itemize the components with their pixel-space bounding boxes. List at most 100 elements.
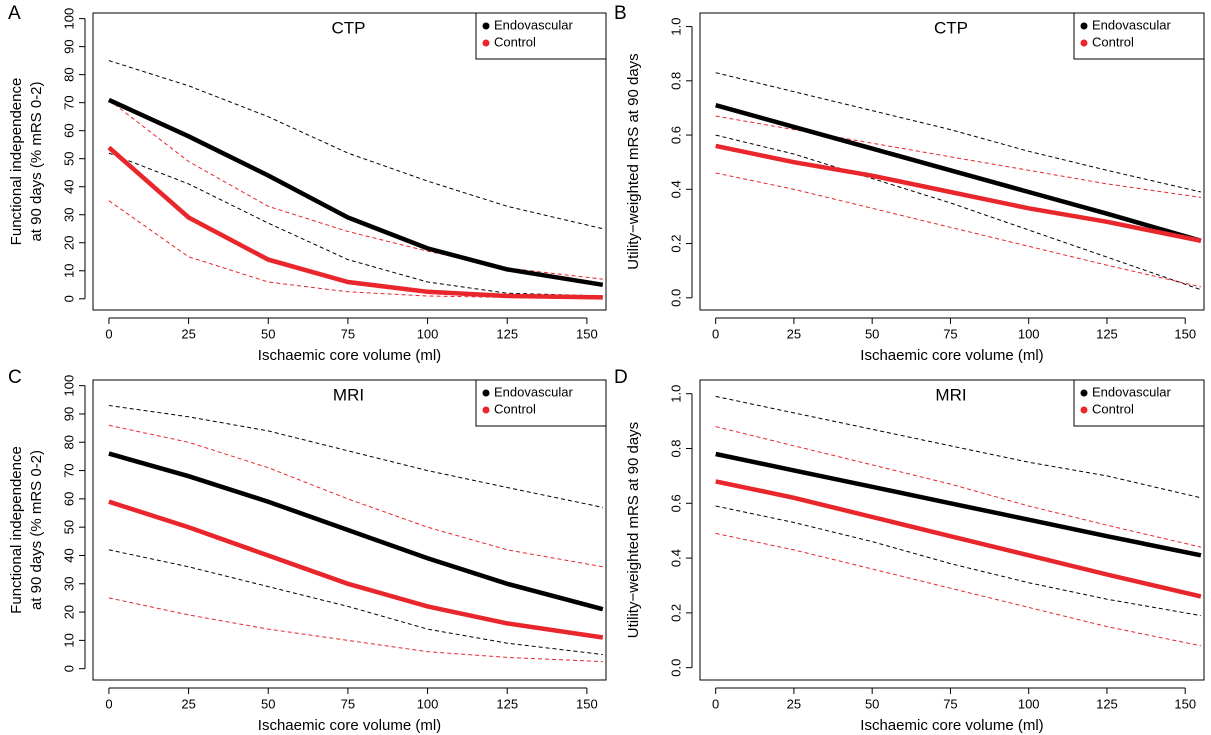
plot-frame: [92, 12, 607, 311]
x-tick-label: 75: [943, 696, 957, 711]
confidence-line: [715, 172, 1202, 288]
x-axis-label: Ischaemic core volume (ml): [860, 717, 1043, 734]
plot-lines: [715, 395, 1202, 647]
panel-label: D: [614, 367, 628, 388]
x-tick-label: 25: [181, 326, 195, 341]
confidence-line: [715, 426, 1202, 548]
x-tick-label: 75: [341, 326, 355, 341]
y-tick-label: 90: [61, 39, 76, 53]
y-tick-label: 50: [61, 520, 76, 534]
legend-label: Endovascular: [1092, 17, 1171, 32]
x-tick-label: 150: [576, 326, 598, 341]
legend-label: Control: [1092, 34, 1134, 49]
confidence-line: [108, 99, 603, 280]
line: [715, 479, 1202, 599]
y-tick-label: 30: [61, 577, 76, 591]
line: [107, 145, 603, 300]
confidence-line: [715, 115, 1201, 198]
x-tick-label: 125: [496, 696, 518, 711]
y-tick-label: 60: [61, 123, 76, 137]
y-tick-label: 0: [61, 665, 76, 672]
x-tick-label: 0: [712, 696, 719, 711]
y-tick-label: 30: [61, 208, 76, 222]
x-tick-label: 50: [261, 696, 275, 711]
x-tick-label: 125: [1096, 696, 1118, 711]
y-tick-label: 0.6: [668, 494, 683, 512]
legend-label: Control: [494, 34, 536, 49]
confidence-line: [108, 549, 603, 655]
x-axis-label: Ischaemic core volume (ml): [258, 717, 441, 734]
y-axis-label: Utility−weighted mRS at 90 days: [625, 422, 642, 638]
x-tick-label: 150: [1174, 696, 1196, 711]
y-tick-label: 60: [61, 492, 76, 506]
y-tick-label: 0.0: [668, 289, 683, 307]
legend-marker: [482, 39, 490, 47]
confidence-line: [715, 395, 1202, 499]
chart-title: MRI: [935, 385, 966, 404]
y-tick-label: 1.0: [668, 18, 683, 36]
legend-marker: [1080, 389, 1088, 397]
y-axis-label: Functional independence: [8, 446, 25, 614]
y-tick-label: 0.4: [668, 180, 683, 198]
plot-frame: [699, 379, 1205, 681]
plot-lines: [108, 405, 604, 663]
x-tick-label: 0: [105, 696, 112, 711]
legend-marker: [1080, 22, 1088, 30]
x-tick-label: 25: [787, 696, 801, 711]
confidence-line: [715, 532, 1202, 647]
legend-label: Endovascular: [494, 17, 573, 32]
legend-box: [1073, 379, 1205, 427]
y-tick-label: 20: [61, 605, 76, 619]
x-tick-label: 100: [1018, 326, 1040, 341]
x-tick-label: 25: [787, 326, 801, 341]
legend-marker: [1080, 406, 1088, 414]
confidence-line: [108, 424, 603, 568]
line: [108, 451, 604, 612]
y-tick-label: 10: [61, 633, 76, 647]
y-tick-label: 40: [61, 548, 76, 562]
y-tick-label: 0.2: [668, 235, 683, 253]
confidence-line: [715, 505, 1201, 617]
panel-label: B: [614, 3, 627, 24]
x-tick-label: 75: [341, 696, 355, 711]
y-tick-label: 1.0: [668, 385, 683, 403]
legend-label: Endovascular: [494, 384, 573, 399]
x-tick-label: 125: [1096, 326, 1118, 341]
y-tick-label: 80: [61, 435, 76, 449]
x-tick-label: 125: [496, 326, 518, 341]
x-tick-label: 100: [417, 326, 439, 341]
y-tick-label: 70: [61, 95, 76, 109]
y-axis-label: at 90 days (% mRS 0-2): [28, 81, 45, 241]
plot-lines: [107, 60, 604, 300]
plot-frame: [92, 379, 607, 681]
y-tick-label: 0.6: [668, 126, 683, 144]
y-tick-label: 100: [61, 375, 76, 397]
x-tick-label: 0: [105, 326, 112, 341]
legend-box: [1073, 12, 1205, 60]
y-tick-label: 100: [61, 8, 76, 30]
y-tick-label: 80: [61, 67, 76, 81]
y-tick-label: 70: [61, 463, 76, 477]
y-tick-label: 0: [61, 295, 76, 302]
y-tick-label: 40: [61, 179, 76, 193]
chart-title: MRI: [333, 385, 364, 404]
line: [108, 499, 604, 640]
y-tick-label: 10: [61, 264, 76, 278]
confidence-line: [108, 60, 603, 230]
y-tick-label: 0.4: [668, 549, 683, 567]
chart-title: CTP: [934, 18, 968, 37]
legend-label: Endovascular: [1092, 384, 1171, 399]
y-tick-label: 50: [61, 151, 76, 165]
legend-marker: [482, 406, 490, 414]
y-axis-label: Utility−weighted mRS at 90 days: [625, 53, 642, 269]
chart-title: CTP: [332, 18, 366, 37]
y-axis-label: at 90 days (% mRS 0-2): [28, 450, 45, 610]
legend-label: Control: [494, 401, 536, 416]
x-tick-label: 0: [712, 326, 719, 341]
x-axis-label: Ischaemic core volume (ml): [860, 347, 1043, 364]
panel: D 0 25 50 75 100 125 150 Ischaemic core volume (…: [614, 367, 1205, 734]
x-tick-label: 100: [417, 696, 439, 711]
legend-marker: [482, 22, 490, 30]
